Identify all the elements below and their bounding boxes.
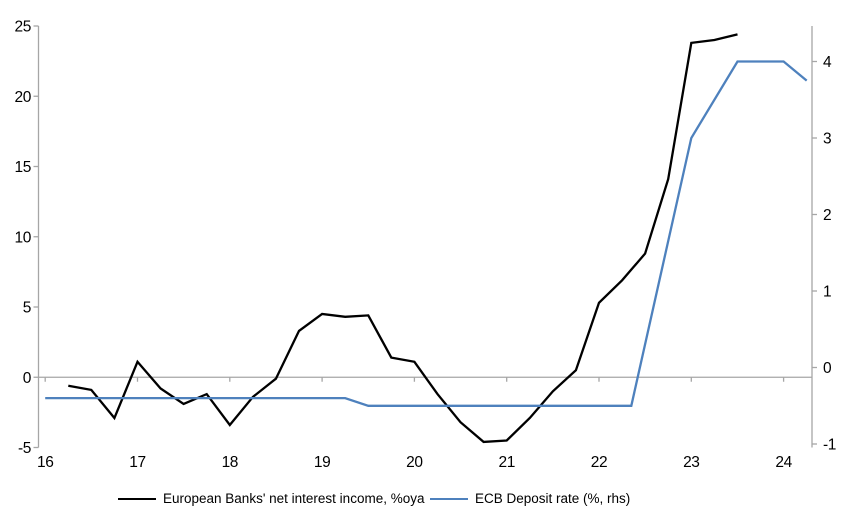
nii-line-swatch-icon (118, 497, 156, 500)
legend-label-nii: European Banks' net interest income, %oy… (163, 491, 425, 506)
right-axis-tick-label: 2 (823, 207, 831, 224)
x-axis-tick-label: 20 (406, 454, 423, 471)
right-axis-tick-label: -1 (823, 437, 836, 454)
chart-legend: European Banks' net interest income, %oy… (0, 491, 852, 513)
left-axis-tick-label: 20 (15, 89, 32, 106)
left-axis-tick-label: 10 (15, 229, 32, 246)
series-line-ecb (45, 60, 808, 407)
left-axis-tick-label: 0 (23, 370, 32, 387)
right-axis-tick-label: 3 (823, 131, 831, 148)
ecb-line-swatch-icon (430, 497, 468, 500)
left-axis-tick-label: 5 (23, 300, 31, 317)
x-axis-tick-label: 18 (222, 454, 238, 471)
left-axis-tick-label: -5 (18, 440, 31, 457)
x-axis-tick-label: 16 (37, 454, 53, 471)
legend-label-ecb: ECB Deposit rate (%, rhs) (475, 491, 631, 506)
x-axis-tick-label: 22 (591, 454, 607, 471)
right-axis-tick-label: 1 (823, 284, 831, 301)
legend-item-nii: European Banks' net interest income, %oy… (118, 491, 424, 506)
left-axis-tick-label: 25 (15, 19, 31, 36)
x-axis-tick-label: 17 (129, 454, 145, 471)
right-axis-tick-label: 0 (823, 360, 832, 377)
right-axis-tick-label: 4 (823, 54, 832, 71)
series-line-nii (68, 33, 738, 444)
x-axis-tick-label: 21 (498, 454, 514, 471)
x-axis-tick-label: 19 (314, 454, 330, 471)
x-axis-tick-label: 23 (683, 454, 699, 471)
x-axis-tick-label: 24 (775, 454, 792, 471)
left-axis-tick-label: 15 (15, 159, 31, 176)
legend-item-ecb: ECB Deposit rate (%, rhs) (430, 491, 630, 506)
